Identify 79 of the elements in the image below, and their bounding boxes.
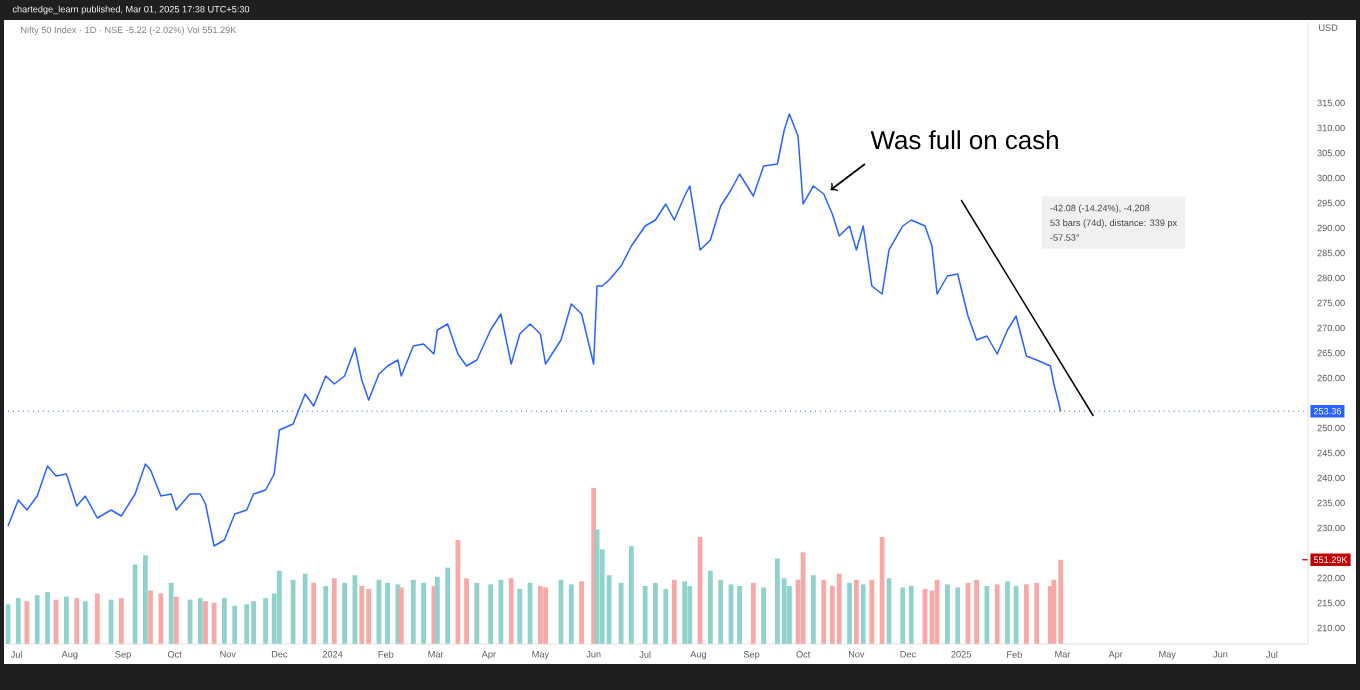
bar — [82, 601, 88, 644]
bar — [869, 579, 875, 644]
bar — [642, 585, 648, 644]
bar — [737, 585, 742, 644]
bar — [464, 578, 469, 644]
bar — [311, 582, 317, 644]
bar — [434, 576, 440, 644]
bar — [1023, 584, 1029, 644]
bar — [944, 584, 950, 644]
bar — [787, 585, 792, 644]
bar — [421, 582, 426, 644]
bar — [410, 579, 416, 644]
bar — [251, 601, 256, 644]
bar — [618, 582, 624, 644]
bar — [359, 585, 365, 644]
bar — [221, 598, 227, 644]
bar — [543, 587, 548, 644]
bar — [974, 579, 979, 644]
bar — [908, 585, 914, 644]
bar — [445, 567, 451, 644]
bar — [579, 581, 584, 644]
bar — [203, 601, 208, 644]
bar — [653, 582, 658, 644]
bar — [142, 555, 148, 644]
bar — [682, 581, 688, 644]
bar — [984, 585, 990, 644]
bar — [836, 573, 842, 644]
bar — [45, 592, 50, 644]
bar — [1058, 559, 1064, 644]
bar — [537, 585, 543, 644]
bar — [276, 570, 282, 644]
bar — [173, 596, 179, 644]
bar — [821, 579, 827, 644]
bar — [671, 579, 677, 644]
bar — [34, 595, 40, 644]
bar — [629, 546, 634, 644]
bar — [94, 593, 100, 644]
bar — [331, 578, 337, 644]
bar — [800, 552, 806, 644]
annotation: Was full on cash — [870, 130, 1058, 150]
bar — [900, 587, 906, 644]
bar — [498, 579, 504, 644]
bar — [1034, 582, 1040, 644]
bar — [663, 588, 669, 644]
bar — [488, 584, 493, 644]
bar — [263, 598, 269, 644]
bar — [708, 570, 713, 644]
bar — [955, 587, 961, 644]
bar — [687, 585, 693, 644]
bar — [15, 598, 21, 644]
bar — [323, 585, 329, 644]
bar — [74, 598, 80, 644]
bar — [879, 537, 885, 644]
bar — [158, 593, 164, 644]
bar — [197, 598, 203, 644]
bar — [148, 590, 153, 644]
bar — [232, 605, 238, 644]
bar — [853, 579, 859, 644]
bar — [847, 582, 852, 644]
bar — [342, 582, 348, 644]
bar — [385, 582, 390, 644]
bar — [302, 573, 308, 644]
bar — [517, 588, 523, 644]
bar — [860, 584, 866, 644]
bar — [568, 584, 574, 644]
bar — [474, 582, 480, 644]
bar — [811, 575, 816, 644]
bar — [64, 596, 69, 644]
bar — [118, 598, 124, 644]
bar — [718, 579, 724, 644]
bar — [750, 582, 756, 644]
bar — [508, 578, 514, 644]
bar — [244, 604, 250, 644]
bar — [774, 558, 780, 644]
bar — [1005, 581, 1010, 644]
bar — [994, 584, 1000, 644]
bar — [761, 587, 767, 644]
bar — [366, 588, 372, 644]
bar — [168, 582, 174, 644]
